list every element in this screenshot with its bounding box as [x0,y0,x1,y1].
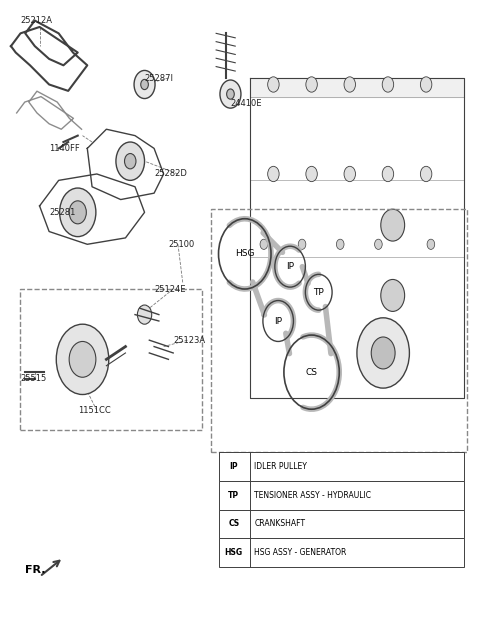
Text: 25287I: 25287I [144,74,174,83]
Text: 25212A: 25212A [21,16,52,25]
Text: IP: IP [286,262,294,271]
Text: IP: IP [229,462,238,471]
Text: 25123A: 25123A [173,336,205,345]
Circle shape [306,166,317,182]
Text: 25515: 25515 [21,374,47,383]
Text: 25282D: 25282D [154,169,187,178]
Circle shape [69,201,86,224]
Text: TP: TP [228,490,240,499]
Circle shape [306,77,317,92]
Circle shape [116,142,144,180]
Circle shape [427,239,435,249]
Text: TENSIONER ASSY - HYDRAULIC: TENSIONER ASSY - HYDRAULIC [254,490,372,499]
Text: 25124E: 25124E [154,284,186,293]
Bar [218,452,464,481]
Circle shape [69,342,96,377]
Circle shape [56,324,109,395]
Text: HSG ASSY - GENERATOR: HSG ASSY - GENERATOR [254,548,347,557]
Circle shape [227,89,234,100]
Text: 25100: 25100 [168,240,195,249]
Circle shape [260,239,268,249]
Text: IDLER PULLEY: IDLER PULLEY [254,462,307,471]
Text: CS: CS [228,519,240,528]
Circle shape [220,80,241,108]
Text: FR.: FR. [25,566,46,575]
Circle shape [344,166,356,182]
Circle shape [134,71,155,99]
Circle shape [137,305,152,324]
Text: IP: IP [274,317,282,325]
Text: 1151CC: 1151CC [78,406,110,415]
Circle shape [124,153,136,169]
Circle shape [381,279,405,311]
Circle shape [381,324,405,356]
Text: CS: CS [306,368,318,377]
Circle shape [382,77,394,92]
Circle shape [268,166,279,182]
Circle shape [298,239,306,249]
Text: HSG: HSG [225,548,243,557]
Text: 25281: 25281 [49,208,75,217]
Circle shape [382,166,394,182]
Bar [218,539,464,567]
Circle shape [371,337,395,369]
Text: CRANKSHAFT: CRANKSHAFT [254,519,305,528]
Circle shape [60,188,96,237]
Bar [218,481,464,510]
Circle shape [381,209,405,241]
Circle shape [374,239,382,249]
Text: TP: TP [313,288,324,297]
Text: HSG: HSG [235,249,254,258]
Bar [218,510,464,539]
Circle shape [357,318,409,388]
Text: 24410E: 24410E [230,99,262,108]
Circle shape [420,166,432,182]
Circle shape [268,77,279,92]
Circle shape [344,77,356,92]
Text: 1140FF: 1140FF [49,144,80,153]
Circle shape [336,239,344,249]
Circle shape [141,80,148,90]
Circle shape [420,77,432,92]
